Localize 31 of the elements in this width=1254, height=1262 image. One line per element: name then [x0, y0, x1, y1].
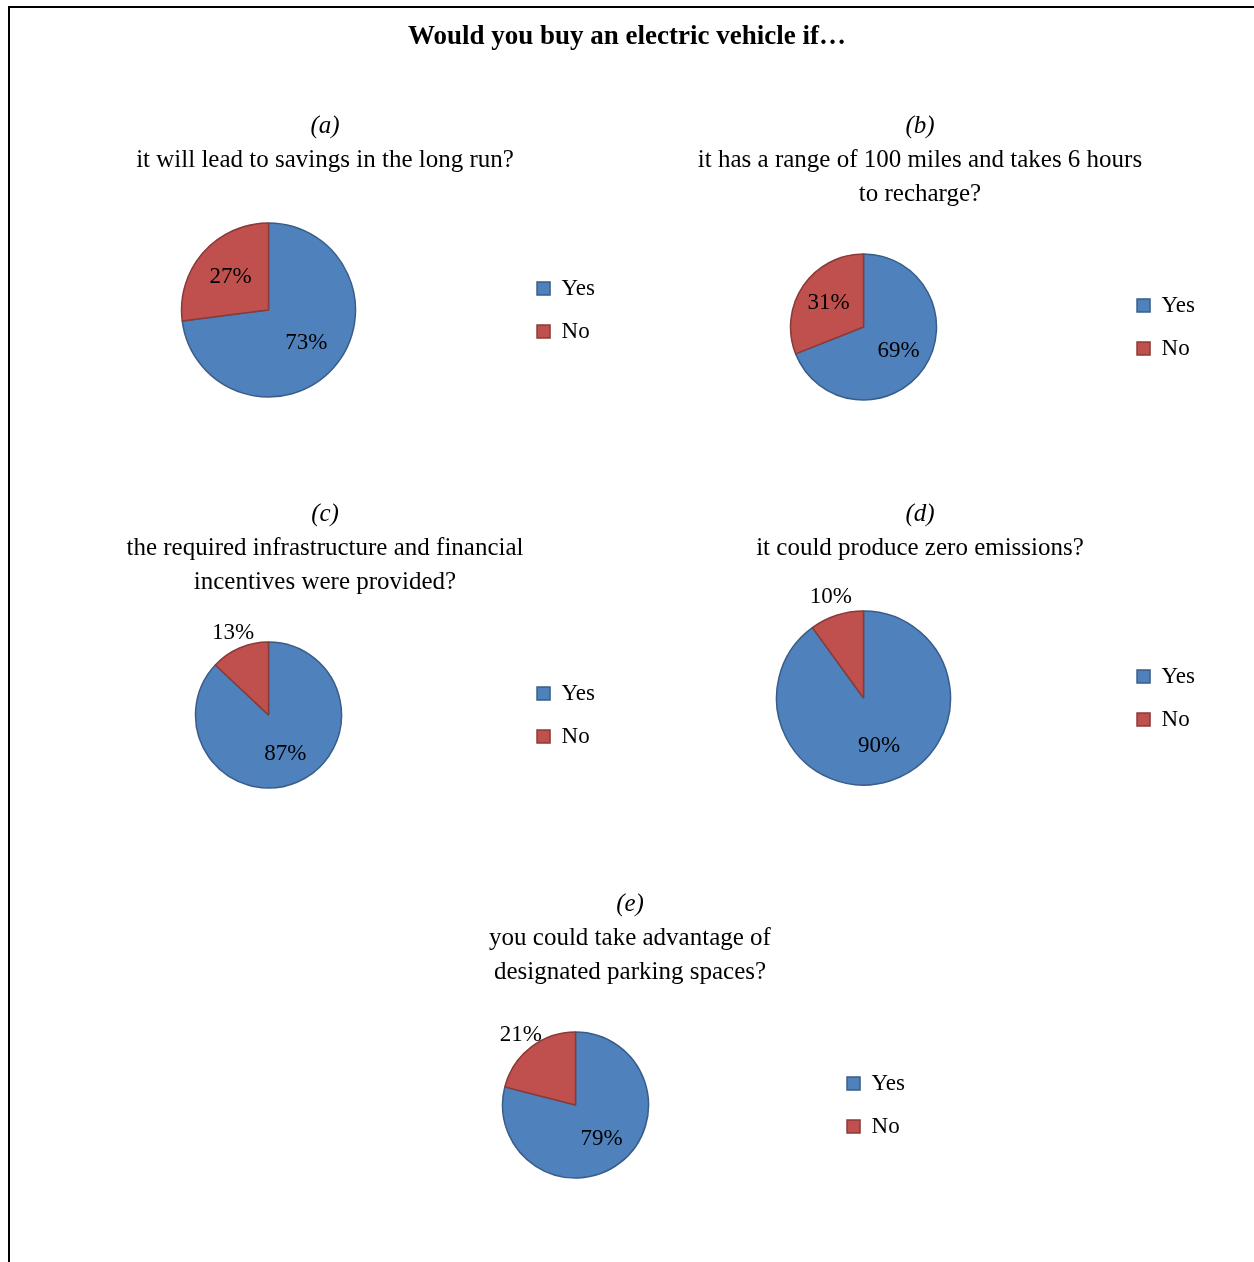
legend-label: No	[561, 317, 590, 343]
chart-title: (a)	[309, 110, 341, 141]
chart-subtitle: it will lead to savings in the long run?	[135, 144, 515, 174]
chart-title: (c)	[310, 498, 340, 529]
data-label: 31%	[807, 289, 850, 315]
data-label: 79%	[580, 1124, 623, 1150]
data-label: 21%	[499, 1020, 543, 1046]
legend-label: No	[1161, 705, 1190, 731]
chart-subtitle: the required infrastructure and financial incentives were provided?	[125, 532, 525, 596]
chart-title: (e)	[615, 888, 645, 919]
legend-label: Yes	[1161, 291, 1196, 317]
legend-label: No	[561, 722, 590, 748]
chart-subtitle: it could produce zero emissions?	[755, 532, 1085, 562]
data-label: 73%	[285, 329, 328, 355]
legend-label: Yes	[561, 679, 596, 705]
legend-label: Yes	[561, 274, 596, 300]
legend-label: No	[1161, 334, 1190, 360]
legend-label: Yes	[871, 1069, 906, 1095]
text: Would you buy an electric vehicle if…	[407, 19, 847, 52]
legend-label: No	[871, 1112, 900, 1138]
chart-title: (b)	[904, 110, 936, 141]
data-label: 87%	[264, 739, 307, 765]
chart-subtitle: you could take advantage of designated parking spaces?	[488, 922, 772, 986]
chart-subtitle: it has a range of 100 miles and takes 6 hours to recharge?	[696, 144, 1144, 208]
data-label: 13%	[212, 619, 255, 645]
data-label: 27%	[209, 262, 252, 288]
legend-label: Yes	[1161, 662, 1196, 688]
data-label: 10%	[809, 583, 852, 609]
data-label: 90%	[858, 732, 901, 758]
chart-title: (d)	[904, 498, 936, 529]
data-label: 69%	[877, 336, 920, 362]
